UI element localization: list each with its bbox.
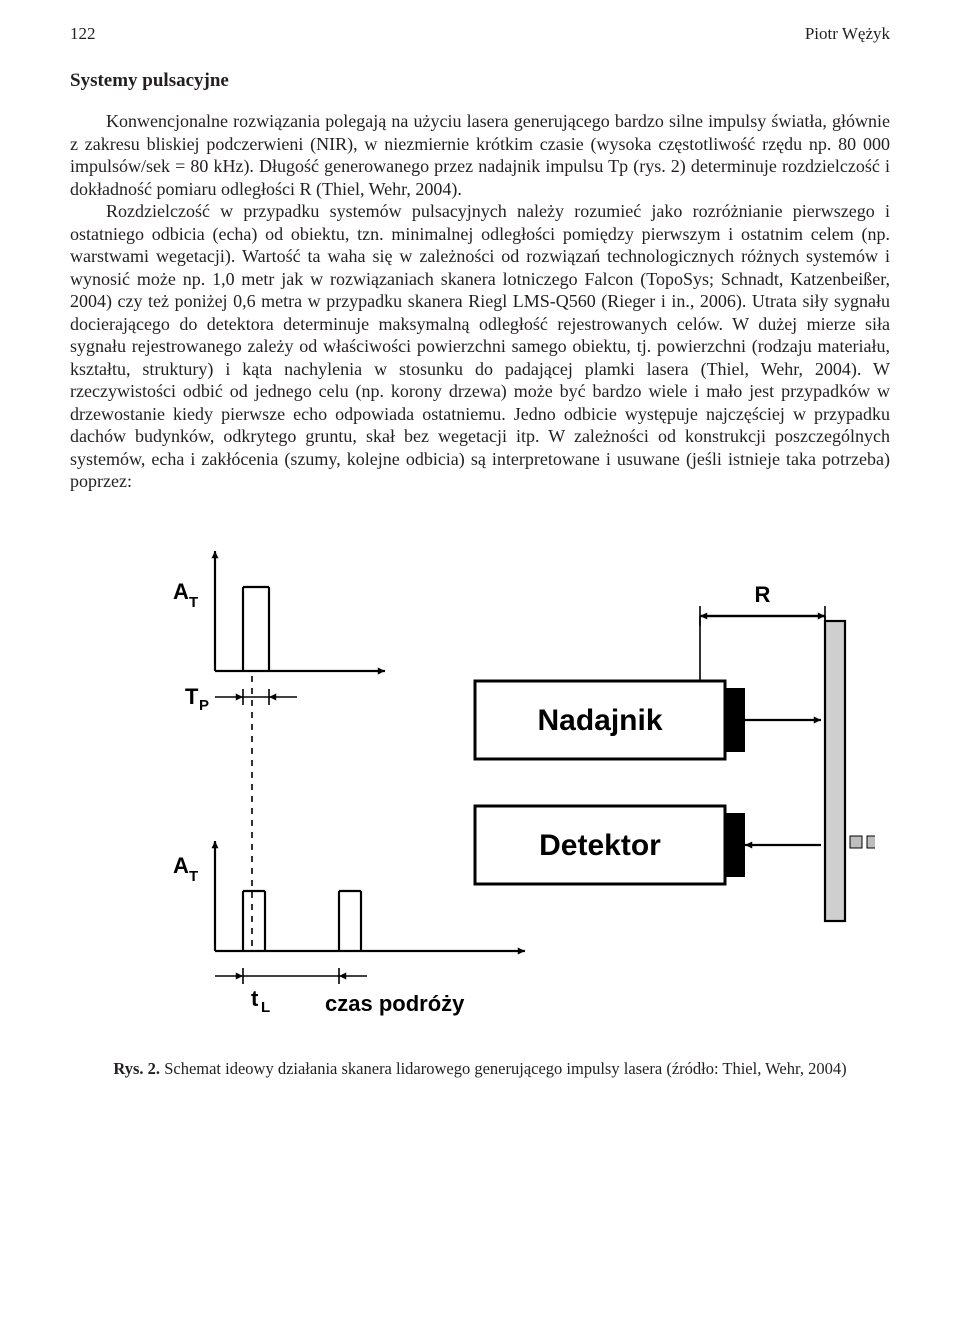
figure-caption: Rys. 2. Schemat ideowy działania skanera… [70, 1059, 890, 1079]
svg-text:Detektor: Detektor [539, 829, 661, 862]
svg-text:T: T [189, 868, 198, 885]
page-header: 122 Piotr Wężyk [70, 24, 890, 44]
svg-text:t: t [251, 986, 259, 1011]
page-number: 122 [70, 24, 96, 44]
header-author: Piotr Wężyk [805, 24, 890, 44]
svg-text:A: A [173, 579, 189, 604]
body-text: Konwencjonalne rozwiązania polegają na u… [70, 110, 890, 493]
paragraph-1: Konwencjonalne rozwiązania polegają na u… [70, 110, 890, 200]
caption-text: Schemat ideowy działania skanera lidarow… [160, 1059, 847, 1078]
svg-text:R: R [755, 582, 771, 607]
page: 122 Piotr Wężyk Systemy pulsacyjne Konwe… [0, 0, 960, 1119]
svg-text:T: T [189, 594, 198, 611]
svg-text:czas podróży: czas podróży [325, 991, 465, 1016]
svg-text:T: T [185, 684, 199, 709]
figure-svg: ATTPATtLczas podróżyNadajnikDetektorR [85, 521, 875, 1031]
caption-label: Rys. 2. [113, 1059, 160, 1078]
paragraph-2: Rozdzielczość w przypadku systemów pulsa… [70, 200, 890, 493]
svg-text:Nadajnik: Nadajnik [537, 704, 662, 737]
svg-text:A: A [173, 853, 189, 878]
svg-text:P: P [199, 697, 209, 714]
section-title: Systemy pulsacyjne [70, 70, 890, 92]
figure-2: ATTPATtLczas podróżyNadajnikDetektorR [70, 521, 890, 1031]
svg-text:L: L [261, 999, 270, 1016]
